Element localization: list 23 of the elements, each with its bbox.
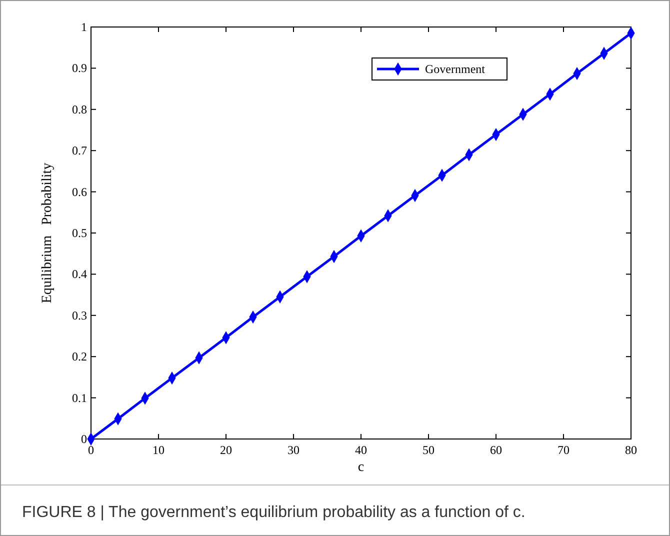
caption: FIGURE 8 | The government’s equilibrium probability as a function of c.	[22, 504, 526, 521]
x-axis-title: c	[358, 460, 364, 475]
x-tick-label: 20	[220, 443, 232, 457]
x-tick-label: 80	[625, 443, 637, 457]
x-tick-label: 10	[152, 443, 164, 457]
y-tick-label: 0.4	[72, 267, 87, 282]
y-axis-title: Equilibrium Probability	[40, 162, 55, 304]
y-tick-label: 0.3	[72, 308, 87, 322]
y-tick-label: 0.9	[72, 61, 87, 76]
y-tick-label: 0.5	[72, 226, 87, 240]
x-tick-label: 50	[422, 443, 434, 457]
x-tick-label: 30	[288, 443, 300, 457]
y-tick-label: 0.6	[72, 184, 87, 199]
y-tick-label: 1	[81, 20, 87, 34]
y-tick-label: 0.2	[72, 350, 87, 364]
y-tick-label: 0.1	[72, 390, 87, 405]
x-tick-label: 60	[490, 443, 502, 457]
y-tick-label: 0.7	[72, 144, 87, 158]
legend-label: Government	[425, 62, 486, 76]
y-tick-label: 0	[81, 432, 87, 446]
x-tick-label: 40	[355, 443, 367, 457]
y-tick-label: 0.8	[72, 102, 87, 116]
x-tick-label: 70	[558, 443, 570, 457]
